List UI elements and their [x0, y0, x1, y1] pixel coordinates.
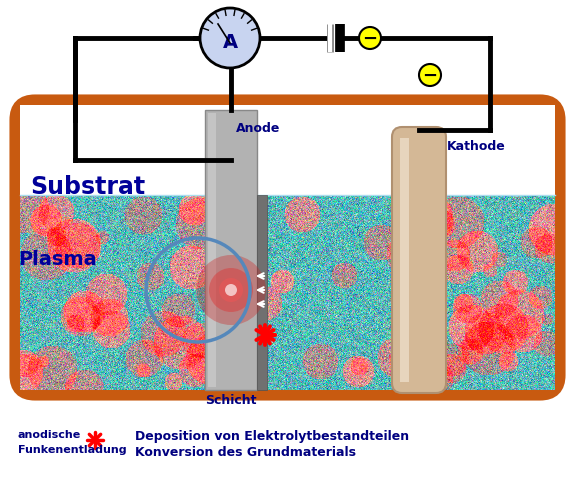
Text: −: −: [362, 30, 377, 48]
FancyBboxPatch shape: [392, 127, 446, 393]
Bar: [257, 195, 267, 390]
Bar: [205, 110, 257, 390]
Bar: [20, 105, 555, 195]
Circle shape: [209, 268, 253, 312]
Text: Kathode: Kathode: [447, 140, 506, 153]
Text: Funkenentladung: Funkenentladung: [18, 445, 127, 455]
Circle shape: [196, 255, 266, 325]
Text: Substrat: Substrat: [30, 175, 145, 199]
Text: Deposition von Elektrolytbestandteilen: Deposition von Elektrolytbestandteilen: [135, 430, 409, 443]
Circle shape: [225, 284, 237, 296]
Text: A: A: [222, 32, 237, 51]
Circle shape: [200, 8, 260, 68]
Text: Schicht: Schicht: [205, 394, 257, 407]
Circle shape: [359, 27, 381, 49]
FancyBboxPatch shape: [15, 100, 560, 395]
Text: Plasma: Plasma: [18, 250, 97, 269]
Bar: [208, 113, 216, 387]
Circle shape: [419, 64, 441, 86]
Text: Anode: Anode: [236, 122, 281, 135]
Bar: [400, 138, 409, 382]
Circle shape: [219, 278, 243, 302]
Text: −: −: [422, 67, 438, 85]
Text: Konversion des Grundmaterials: Konversion des Grundmaterials: [135, 446, 356, 459]
Text: anodische: anodische: [18, 430, 81, 440]
